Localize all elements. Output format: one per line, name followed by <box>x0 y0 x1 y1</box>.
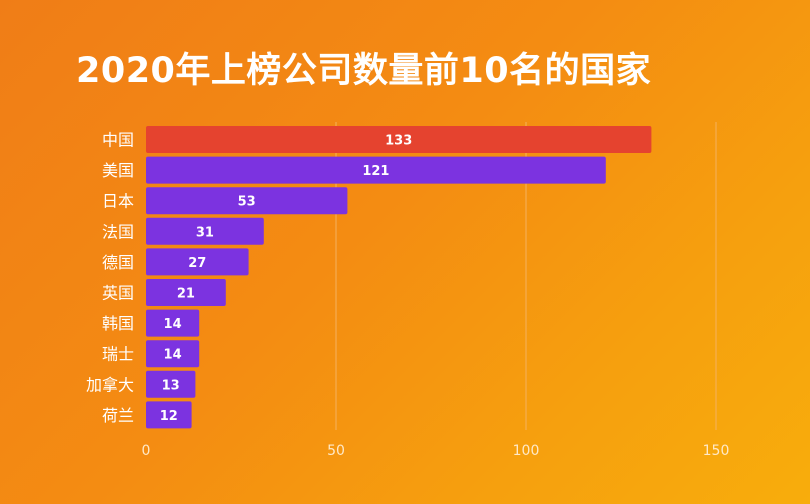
bar <box>146 279 226 306</box>
category-label: 韩国 <box>102 314 134 333</box>
x-tick-label: 150 <box>703 443 730 459</box>
data-label: 14 <box>164 317 182 332</box>
data-label: 133 <box>385 134 412 149</box>
bar <box>146 248 249 276</box>
x-tick-label: 50 <box>327 443 345 459</box>
data-label: 21 <box>177 287 195 302</box>
data-label: 121 <box>362 164 389 179</box>
bar <box>146 187 348 215</box>
bar <box>146 156 606 184</box>
category-label: 日本 <box>102 192 134 211</box>
data-label: 12 <box>160 409 178 424</box>
category-label: 法国 <box>102 222 134 241</box>
category-label: 荷兰 <box>102 406 134 425</box>
data-label: 53 <box>238 195 256 210</box>
x-tick-label: 100 <box>513 443 540 459</box>
category-label: 美国 <box>102 161 134 180</box>
bar <box>146 401 192 429</box>
bar <box>146 126 652 153</box>
data-label: 27 <box>188 256 206 271</box>
bar <box>146 217 264 245</box>
category-label: 德国 <box>102 253 134 272</box>
data-label: 13 <box>162 378 180 393</box>
category-label: 中国 <box>102 131 134 150</box>
category-label: 瑞士 <box>102 345 134 364</box>
category-label: 加拿大 <box>86 375 134 394</box>
bar <box>146 370 196 398</box>
data-label: 31 <box>196 225 214 240</box>
chart-title: 2020年上榜公司数量前10名的国家 <box>76 51 652 91</box>
category-label: 英国 <box>102 284 134 303</box>
bar <box>146 340 200 368</box>
bar <box>146 309 200 337</box>
x-tick-label: 0 <box>142 443 151 459</box>
data-label: 14 <box>164 348 182 363</box>
